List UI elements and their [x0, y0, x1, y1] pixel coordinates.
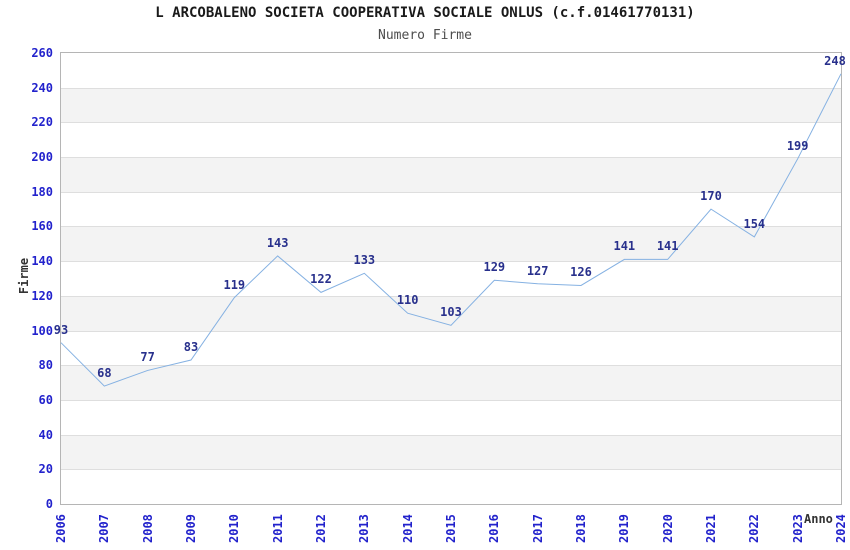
y-tick-label: 180: [31, 184, 53, 199]
y-tick-label: 160: [31, 219, 53, 234]
point-label: 199: [786, 138, 809, 153]
point-label: 141: [656, 239, 679, 254]
grid-band: [61, 434, 841, 470]
grid-line: [61, 331, 841, 332]
point-label: 126: [570, 265, 592, 280]
point-label: 93: [53, 322, 69, 337]
point-label: 133: [353, 253, 376, 268]
x-tick-label: 2012: [314, 514, 328, 543]
grid-line: [61, 469, 841, 470]
point-label: 110: [396, 293, 419, 308]
grid-line: [61, 226, 841, 227]
grid-line: [61, 88, 841, 89]
point-label: 154: [743, 216, 766, 231]
grid-line: [61, 122, 841, 123]
y-tick-label: 20: [38, 462, 53, 477]
y-tick-label: 0: [45, 497, 53, 511]
plot-area: 93 68 77 83 119 143 122 133 110 103 129 127 126 141 14…: [54, 53, 846, 504]
x-tick-label: 2007: [97, 514, 112, 543]
point-label: 122: [310, 272, 332, 287]
point-label: 127: [526, 263, 549, 278]
point-label: 68: [97, 366, 112, 381]
y-tick-label: 40: [38, 427, 53, 442]
point-label: 83: [183, 340, 199, 355]
y-tick-label: 240: [31, 80, 53, 95]
x-tick-label: 2021: [704, 514, 718, 543]
grid-band: [61, 157, 841, 192]
grid-line: [61, 296, 841, 297]
x-tick-label: 2010: [227, 514, 242, 543]
point-label: 141: [613, 239, 636, 254]
x-tick-label: 2024: [834, 514, 848, 543]
x-tick-label: 2009: [184, 514, 198, 543]
grid-band: [61, 87, 841, 123]
x-tick-label: 2017: [530, 514, 545, 543]
grid-line: [61, 192, 841, 193]
grid-band: [61, 226, 841, 262]
y-tick-label: 60: [38, 392, 53, 407]
grid-line: [61, 261, 841, 262]
point-label: 103: [440, 305, 462, 320]
x-tick-label: 2011: [270, 514, 285, 543]
point-label: 119: [223, 277, 246, 292]
point-label: 143: [266, 235, 289, 250]
x-tick-label: 2015: [444, 514, 458, 543]
y-tick-label: 220: [31, 115, 53, 130]
point-label: 170: [700, 189, 722, 204]
grid-line: [61, 400, 841, 401]
point-label: 248: [824, 53, 846, 68]
point-label: 77: [140, 350, 155, 365]
y-tick-label: 200: [31, 150, 53, 165]
chart-title: L ARCOBALENO SOCIETA COOPERATIVA SOCIALE…: [155, 5, 695, 21]
x-tick-label: 2022: [747, 514, 762, 543]
y-tick-label: 260: [31, 46, 53, 60]
y-tick-label: 100: [31, 323, 53, 338]
x-tick-label: 2006: [54, 514, 68, 543]
y-tick-label: 140: [31, 254, 53, 269]
x-tick-label: 2023: [790, 514, 805, 543]
x-tick-label: 2018: [574, 514, 588, 543]
grid-line: [61, 365, 841, 366]
x-tick-label: 2008: [140, 514, 155, 543]
x-tick-label: 2019: [617, 514, 632, 543]
x-tick-label: 2016: [487, 514, 502, 543]
grid-line: [61, 435, 841, 436]
x-tick-label: 2014: [400, 514, 415, 543]
grid-line: [61, 157, 841, 158]
y-tick-label: 80: [38, 358, 53, 373]
x-tick-label: 2013: [357, 514, 372, 543]
point-label: 129: [483, 260, 506, 275]
plot-border: [60, 52, 842, 505]
x-axis-title: Anno: [804, 512, 833, 526]
y-tick-label: 120: [31, 288, 53, 303]
grid-band: [61, 365, 841, 400]
x-tick-label: 2020: [660, 514, 675, 543]
chart-subtitle: Numero Firme: [378, 28, 472, 43]
trend-line: [60, 73, 842, 387]
